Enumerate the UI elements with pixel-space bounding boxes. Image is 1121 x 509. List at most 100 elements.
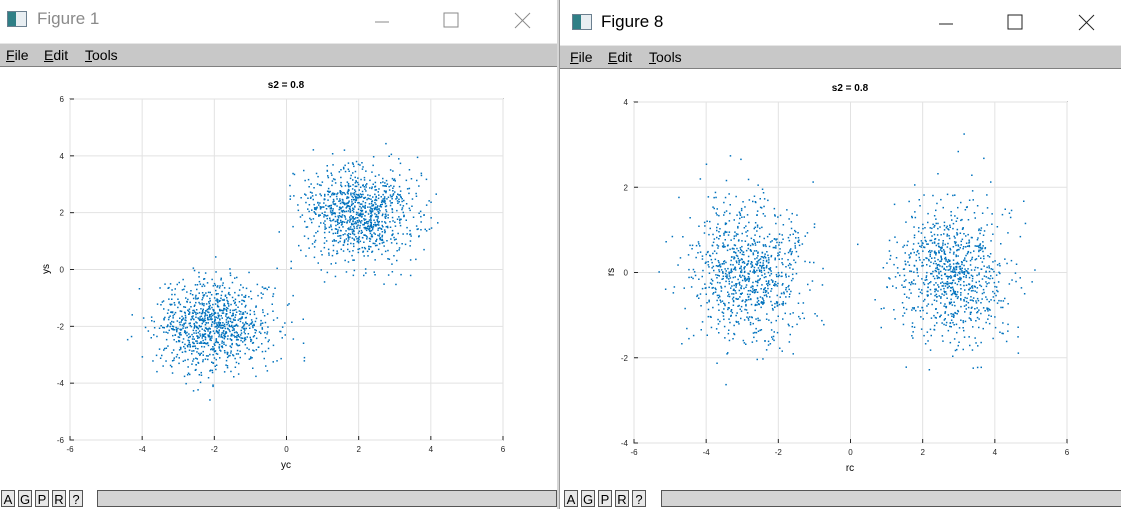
y-tick-label: 4 — [624, 98, 629, 107]
data-point — [180, 334, 182, 336]
title-bar[interactable]: Figure 8 — [560, 0, 1121, 42]
title-bar[interactable]: Figure 1 — [0, 0, 557, 42]
data-point — [999, 265, 1001, 267]
data-point — [366, 183, 368, 185]
status-button-r[interactable]: R — [52, 490, 66, 507]
menu-file[interactable]: File — [570, 49, 593, 65]
menu-tools[interactable]: Tools — [649, 49, 682, 65]
status-button-r[interactable]: R — [615, 490, 629, 507]
data-point — [313, 211, 315, 213]
data-point — [789, 234, 791, 236]
data-point — [748, 273, 750, 275]
data-point — [369, 210, 372, 212]
data-point — [318, 184, 321, 186]
data-point — [927, 283, 929, 285]
data-point — [741, 232, 743, 235]
data-point — [895, 257, 898, 259]
data-point — [952, 289, 955, 292]
data-point — [942, 340, 944, 342]
menu-tools[interactable]: Tools — [85, 47, 118, 63]
data-point — [754, 331, 756, 334]
data-point — [735, 233, 738, 235]
data-point — [919, 245, 921, 247]
data-point — [749, 321, 752, 324]
data-point — [394, 225, 397, 227]
data-point — [247, 333, 250, 335]
data-point — [941, 247, 943, 249]
maximize-icon[interactable] — [436, 8, 466, 34]
data-point — [717, 247, 719, 249]
data-point — [385, 210, 388, 213]
data-point — [198, 342, 201, 344]
data-point — [328, 205, 331, 207]
data-point — [787, 259, 789, 261]
data-point — [164, 283, 166, 285]
data-point — [724, 223, 727, 226]
data-point — [272, 310, 274, 312]
data-point — [206, 314, 208, 317]
data-point — [403, 214, 405, 217]
menu-edit[interactable]: Edit — [608, 49, 633, 65]
menu-edit[interactable]: Edit — [44, 47, 69, 63]
data-point — [750, 286, 752, 289]
data-point — [723, 234, 725, 236]
status-button-g[interactable]: G — [18, 490, 32, 507]
data-point — [364, 268, 367, 270]
close-icon[interactable] — [507, 8, 537, 34]
data-point — [788, 239, 791, 242]
close-icon[interactable] — [1071, 10, 1101, 36]
menu-file[interactable]: File — [6, 47, 29, 63]
status-button-a[interactable]: A — [1, 490, 15, 507]
data-point — [768, 268, 770, 270]
data-point — [222, 332, 225, 334]
status-button-p[interactable]: P — [598, 490, 612, 507]
data-point — [260, 297, 263, 299]
data-point — [976, 245, 978, 247]
data-point — [307, 178, 310, 181]
data-point — [950, 319, 953, 321]
data-point — [367, 255, 369, 257]
data-point — [361, 196, 363, 198]
data-point — [384, 222, 387, 224]
data-point — [716, 236, 718, 239]
data-point — [778, 244, 780, 246]
data-point — [192, 297, 195, 300]
data-point — [227, 307, 229, 310]
data-point — [215, 338, 218, 340]
data-point — [406, 188, 409, 190]
data-point — [389, 200, 391, 202]
data-point — [1019, 235, 1022, 238]
status-button-a[interactable]: A — [564, 490, 578, 507]
data-point — [399, 190, 402, 192]
data-point — [158, 327, 161, 329]
data-point — [967, 233, 969, 236]
data-point — [198, 292, 200, 294]
minimize-icon[interactable] — [367, 8, 397, 34]
data-point — [375, 189, 378, 191]
data-point — [949, 259, 951, 262]
data-point — [209, 336, 211, 338]
data-point — [725, 275, 727, 278]
data-point — [292, 225, 294, 228]
data-point — [169, 364, 172, 367]
y-tick-label: -4 — [57, 379, 65, 388]
data-point — [933, 241, 936, 243]
minimize-icon[interactable] — [931, 10, 961, 36]
status-button-help[interactable]: ? — [632, 490, 646, 507]
data-point — [371, 200, 373, 203]
data-point — [727, 267, 729, 270]
maximize-icon[interactable] — [1000, 10, 1030, 36]
data-point — [1001, 332, 1003, 335]
status-button-g[interactable]: G — [581, 490, 595, 507]
data-point — [218, 346, 220, 348]
status-button-help[interactable]: ? — [69, 490, 83, 507]
data-point — [399, 194, 401, 196]
status-button-p[interactable]: P — [35, 490, 49, 507]
data-point — [986, 266, 988, 269]
x-tick-label: -6 — [630, 448, 638, 457]
data-point — [240, 329, 242, 332]
data-point — [926, 295, 929, 297]
data-point — [335, 240, 337, 242]
